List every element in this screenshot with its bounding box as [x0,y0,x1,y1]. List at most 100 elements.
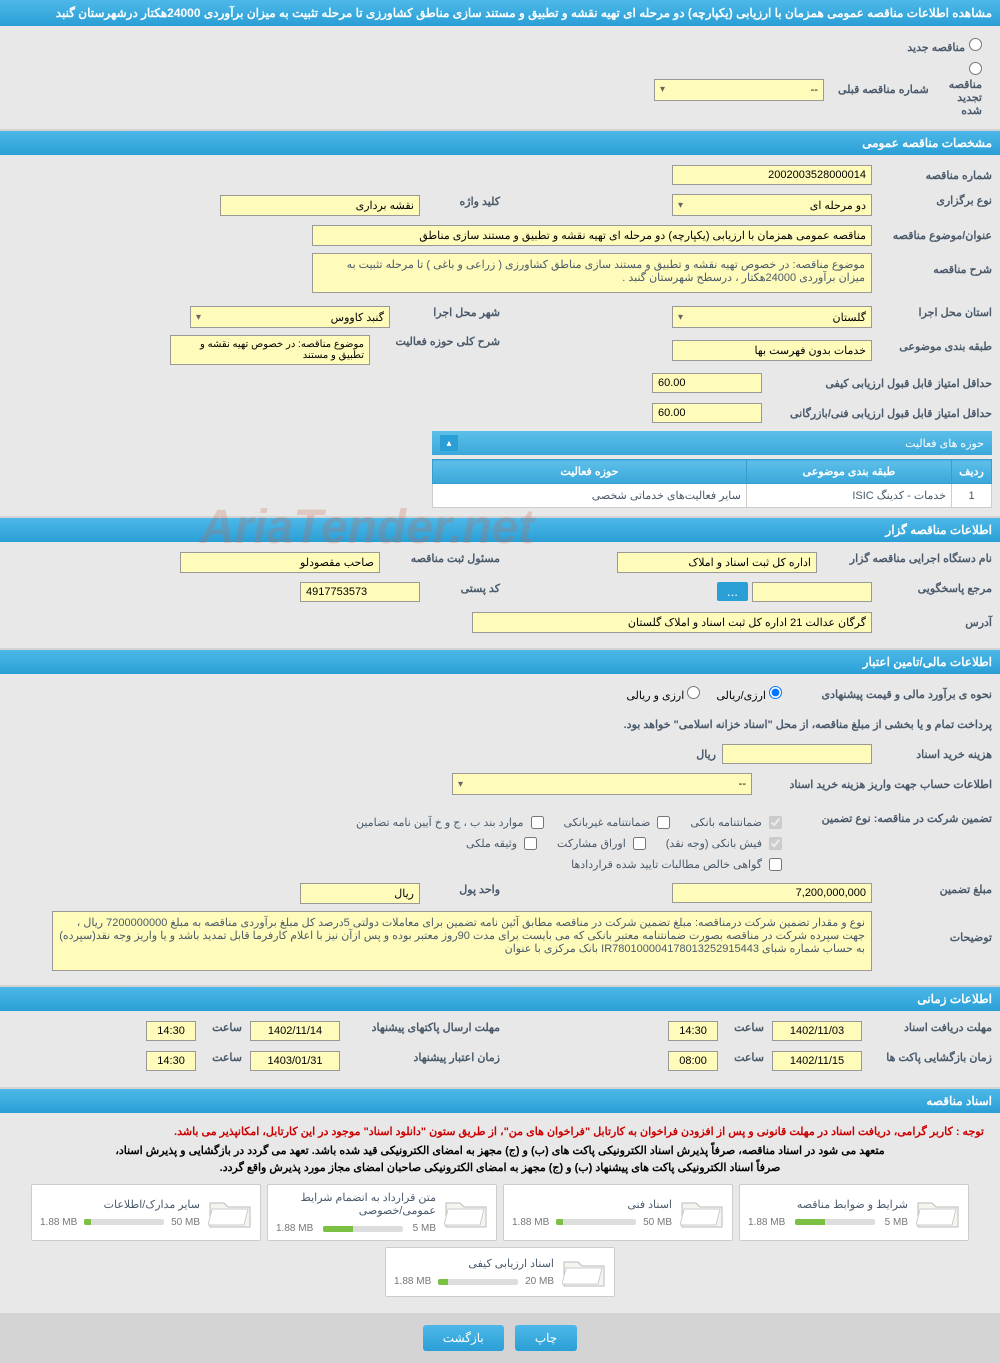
file-used: 1.88 MB [748,1217,785,1228]
city-select[interactable]: گنبد کاووس ▾ [190,306,390,328]
cell-row-num: 1 [952,484,992,508]
radio-renewed-label[interactable]: مناقصه تجدید شده [949,62,982,117]
radio-currency-both[interactable]: ارزی و ریالی [626,686,700,702]
radio-both-input[interactable] [687,686,700,699]
radio-new-label[interactable]: مناقصه جدید [907,42,982,54]
notes-field: نوع و مقدار تضمین شرکت درمناقصه: مبلغ تض… [52,911,872,971]
docs-notice-2: صرفاً اسناد الکترونیکی پاکت های پیشنهاد … [8,1159,992,1176]
file-total: 50 MB [171,1217,200,1228]
tender-no-field: 2002003528000014 [672,165,872,185]
docs-bar: اسناد مناقصه [0,1089,1000,1113]
proposal-deadline-label: مهلت ارسال پاکتهای پیشنهاد [340,1021,500,1034]
cb-nonbank-input[interactable] [657,816,670,829]
file-box[interactable]: اسناد فنی 1.88 MB 50 MB [503,1184,733,1241]
financial-bar: اطلاعات مالی/تامین اعتبار [0,650,1000,674]
province-select[interactable]: گلستان ▾ [672,306,872,328]
reg-officer-field: صاحب مقصودلو [180,552,380,573]
cell-class: خدمات - کدینگ ISIC [746,484,951,508]
validity-date: 1403/01/31 [250,1051,340,1071]
file-box[interactable]: اسناد ارزیابی کیفی 1.88 MB 20 MB [385,1247,615,1297]
org-name-label: نام دستگاه اجرایی مناقصه گزار [817,552,992,565]
folder-icon [208,1195,252,1231]
file-box[interactable]: شرایط و ضوابط مناقصه 1.88 MB 5 MB [739,1184,969,1241]
radio-rial-input[interactable] [769,686,782,699]
activity-table: ردیف طبقه بندی موضوعی حوزه فعالیت 1 خدما… [432,459,992,508]
chevron-down-icon: ▾ [678,312,683,323]
cb-bond[interactable]: موارد بند ب ، ج و خ آیین نامه تضامین [356,816,543,829]
timing-bar: اطلاعات زمانی [0,987,1000,1011]
radio-section: مناقصه جدید مناقصه تجدید شده شماره مناقص… [0,26,1000,129]
activity-table-header: حوزه های فعالیت ▴ [432,431,992,455]
doc-cost-unit: ریال [688,748,716,761]
tender-no-label: شماره مناقصه [872,169,992,182]
general-spec-content: شماره مناقصه 2002003528000014 نوع برگزار… [0,155,1000,516]
opening-time-label: ساعت [726,1051,764,1064]
cb-participation-input[interactable] [633,837,646,850]
cb-bank-input[interactable] [769,816,782,829]
doc-deadline-label: مهلت دریافت اسناد [862,1021,992,1034]
city-label: شهر محل اجرا [390,306,500,319]
subject-field: مناقصه عمومی همزمان با ارزیابی (یکپارچه)… [312,225,872,246]
type-select[interactable]: دو مرحله ای ▾ [672,194,872,216]
postal-field: 4917753573 [300,582,420,602]
cb-property-input[interactable] [524,837,537,850]
folder-icon [444,1195,488,1231]
org-name-field: اداره کل ثبت اسناد و املاک [617,552,817,573]
cb-cash[interactable]: فیش بانکی (وجه نقد) [666,837,782,850]
min-qual-label: حداقل امتیاز قابل قبول ارزیابی کیفی [762,377,992,390]
reg-officer-label: مسئول ثبت مناقصه [380,552,500,565]
radio-new[interactable] [969,38,982,51]
notes-label: توضیحات [872,911,992,944]
prev-tender-select[interactable]: -- ▾ [654,79,824,101]
cb-property[interactable]: وثیقه ملکی [466,837,537,850]
back-button[interactable]: بازگشت [423,1325,504,1351]
cb-receivables[interactable]: گواهی خالص مطالبات تایید شده قراردادها [571,858,782,871]
progress-fill [556,1219,562,1225]
keyword-field: نقشه برداری [220,195,420,216]
guarantee-amount-label: مبلغ تضمین [872,883,992,896]
file-box[interactable]: سایر مدارک/اطلاعات 1.88 MB 50 MB [31,1184,261,1241]
radio-new-text: مناقصه جدید [907,42,965,54]
currency-unit-field: ریال [300,883,420,904]
radio-renewed[interactable] [969,62,982,75]
expand-icon[interactable]: ▴ [440,435,458,451]
account-select[interactable]: -- ▾ [452,773,752,795]
progress-bar [438,1279,518,1285]
opening-label: زمان بازگشایی پاکت ها [862,1051,992,1064]
file-used: 1.88 MB [394,1276,431,1287]
organizer-content: نام دستگاه اجرایی مناقصه گزار اداره کل ث… [0,542,1000,648]
file-title: سایر مدارک/اطلاعات [40,1198,200,1211]
doc-deadline-date: 1402/11/03 [772,1021,862,1041]
radio-renewed-text: مناقصه تجدید شده [949,79,982,117]
file-used: 1.88 MB [40,1217,77,1228]
cb-cash-input[interactable] [769,837,782,850]
radio-currency-rial[interactable]: ارزی/ریالی [716,686,782,702]
cb-receivables-input[interactable] [769,858,782,871]
province-label: استان محل اجرا [872,306,992,319]
currency-unit-label: واحد پول [420,883,500,896]
guarantee-type-label: تضمین شرکت در مناقصه: نوع تضمین [782,812,992,825]
cb-participation[interactable]: اوراق مشارکت [557,837,646,850]
file-total: 5 MB [413,1223,436,1234]
type-value: دو مرحله ای [810,199,866,212]
radio-rial-text: ارزی/ریالی [716,690,766,702]
file-total: 5 MB [885,1217,908,1228]
cb-bond-input[interactable] [531,816,544,829]
cell-activity: سایر فعالیت‌های خدماتی شخصی [433,484,747,508]
response-ref-lookup-button[interactable]: ... [717,582,748,601]
proposal-deadline-date: 1402/11/14 [250,1021,340,1041]
cb-bank-guarantee[interactable]: ضمانتنامه بانکی [690,816,782,829]
financial-title: اطلاعات مالی/تامین اعتبار [863,655,992,669]
doc-cost-field [722,744,872,764]
print-button[interactable]: چاپ [515,1325,577,1351]
doc-deadline-time: 14:30 [668,1021,718,1041]
estimate-label: نحوه ی برآورد مالی و قیمت پیشنهادی [782,688,992,701]
min-qual-field: 60.00 [652,373,762,393]
activity-desc-label: شرح کلی حوزه فعالیت [370,335,500,348]
file-box[interactable]: متن قرارداد به انضمام شرایط عمومی/خصوصی … [267,1184,497,1241]
cb-nonbank-guarantee[interactable]: ضمانتنامه غیربانکی [564,816,671,829]
proposal-deadline-time-label: ساعت [204,1021,242,1034]
file-title: متن قرارداد به انضمام شرایط عمومی/خصوصی [276,1191,436,1217]
keyword-label: کلید واژه [420,195,500,208]
progress-fill [795,1219,825,1225]
